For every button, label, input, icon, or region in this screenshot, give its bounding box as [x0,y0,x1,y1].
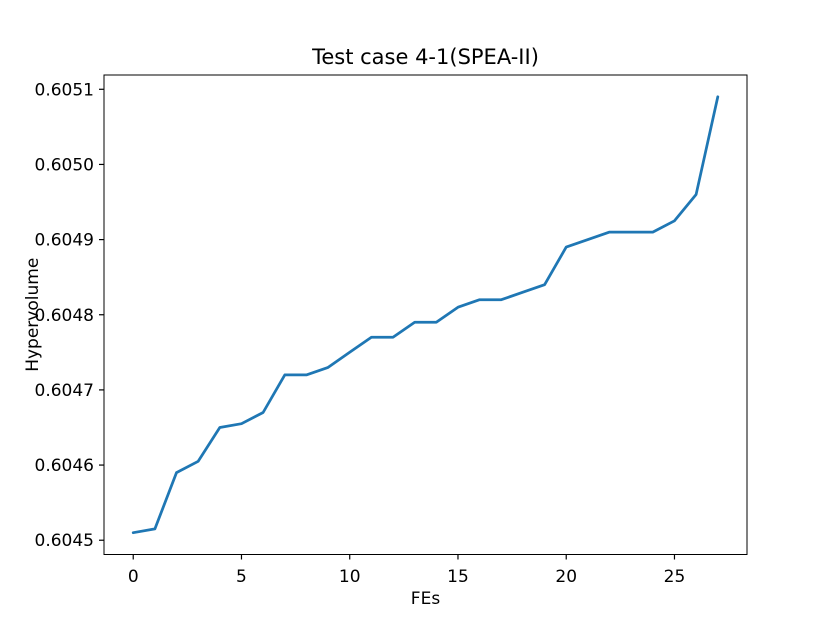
y-axis-tick-label: 0.6045 [35,531,94,551]
x-axis-tick-label: 0 [128,567,139,587]
chart-title: Test case 4-1(SPEA-II) [311,45,539,69]
y-axis-tick-label: 0.6049 [35,231,94,251]
x-axis-tick-label: 15 [447,567,469,587]
y-axis-tick-label: 0.6048 [35,306,94,326]
plot-border [103,74,748,555]
y-axis-tick-label: 0.6047 [35,381,94,401]
y-axis-label: Hypervolume [23,258,43,372]
x-axis-tick-label: 25 [664,567,686,587]
x-axis-tick-label: 5 [236,567,247,587]
data-line [131,95,720,535]
y-axis-tick-label: 0.6046 [35,456,94,476]
x-axis-tick-label: 20 [555,567,577,587]
y-axis-tick-label: 0.6051 [35,80,94,100]
x-axis-tick-label: 10 [339,567,361,587]
y-axis-tick-label: 0.6050 [35,155,94,175]
x-axis-label: FEs [411,589,441,609]
